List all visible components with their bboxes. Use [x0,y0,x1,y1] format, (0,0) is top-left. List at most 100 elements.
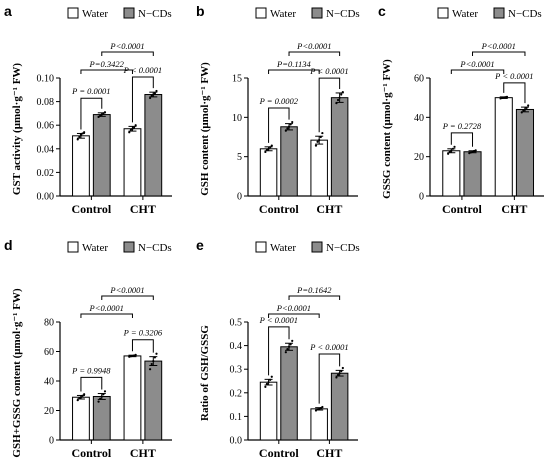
within-p-value: P = 0.2728 [442,121,482,131]
x-tick-label: CHT [316,202,342,216]
x-tick-label: CHT [130,446,156,460]
data-point [287,345,291,348]
data-point [525,106,528,109]
data-point [150,94,153,97]
within-bracket [318,77,341,133]
bar-N−CDs-Control [92,114,111,197]
data-point [448,150,451,153]
data-point [153,356,156,359]
data-point [76,138,79,141]
y-tick-label: 60 [414,74,424,85]
between-p-value: P=0.3422 [89,59,125,69]
within-bracket [503,82,526,104]
data-point [100,113,103,116]
data-point [132,126,136,129]
data-point [522,109,525,112]
data-point [523,108,527,111]
y-tick-label: 40 [414,113,424,124]
data-point [152,359,155,363]
legend-label-N−CDs: N−CDs [138,242,172,254]
y-tick-label: 0.5 [230,318,243,329]
data-point [321,131,324,135]
data-point [128,131,131,134]
panel-letter: d [4,237,13,253]
bar-Water-Control [259,381,278,441]
between-bracket [472,51,526,56]
bar-N−CDs-CHT [330,97,349,197]
bar-N−CDs-Control [280,126,298,197]
bar-Water-Control [72,396,90,441]
panel-d: d Water N−CDs 0 20 40 60 80 GSH+GSSG content (μm… [4,237,172,460]
within-p-value: P < 0.0001 [494,71,533,81]
between-bracket [288,295,341,300]
bar-N−CDs-Control [92,395,111,441]
data-point [148,368,152,371]
y-tick-label: 0.02 [37,168,55,179]
legend-swatch-Water [255,7,267,19]
legend-swatch-Water [67,7,79,19]
x-tick-label: Control [259,446,299,460]
data-point [78,135,81,139]
data-point [321,405,324,409]
data-point [81,132,84,135]
data-point [316,140,319,143]
y-tick-label: 0.2 [230,388,243,399]
data-point [153,92,156,95]
data-point [79,396,83,399]
data-point [284,129,287,132]
y-tick-label: 60 [44,347,54,358]
legend-label-N−CDs: N−CDs [326,8,360,20]
bar-Water-CHT [310,139,328,197]
data-point [520,111,523,114]
y-tick-label: 0.08 [37,97,55,108]
bar-N−CDs-CHT [144,94,163,197]
data-point [265,382,269,385]
y-tick-label: 0.0 [230,436,243,447]
data-point [83,393,86,396]
between-p-value: P<0.0001 [296,41,331,51]
y-tick-label: 0.04 [37,144,55,155]
data-point [150,362,153,366]
data-point [134,353,137,356]
panel-letter: e [196,237,204,253]
within-p-value: P = 0.0001 [71,86,110,96]
y-axis-label: Ratio of GSH/GSSG [199,325,211,421]
between-p-value: P<0.0001 [481,41,516,51]
y-tick-label: 20 [44,406,54,417]
within-bracket [268,107,290,143]
data-point [131,127,134,130]
data-point [291,339,294,342]
data-point [129,128,132,132]
data-point [289,343,292,346]
bar-N−CDs-CHT [144,360,163,441]
bar-Water-CHT [494,97,513,197]
within-bracket [80,376,103,392]
panel-letter: c [378,3,386,19]
data-point [270,375,273,378]
data-point [340,369,343,373]
legend-swatch-Water [67,241,79,253]
data-point [527,104,530,107]
data-point [284,351,287,354]
bar-N−CDs-CHT [330,372,349,441]
y-tick-label: 40 [44,377,54,388]
bar-Water-CHT [310,408,328,441]
data-point [319,135,322,139]
data-point [319,407,322,410]
bar-N−CDs-CHT [515,108,535,197]
data-point [97,400,100,403]
data-point [287,125,291,128]
within-p-value: P < 0.0001 [259,315,298,325]
legend-label-N−CDs: N−CDs [508,8,542,20]
legend-label-Water: Water [270,8,296,20]
legend-label-N−CDs: N−CDs [326,242,360,254]
panel-a: a Water N−CDs 0.00 0.02 0.04 0.06 0.08 0.10 GST a… [4,3,172,216]
data-point [152,93,155,96]
within-p-value: P < 0.0001 [123,65,162,75]
data-point [335,376,338,379]
between-bracket [268,69,320,74]
data-point [338,372,341,375]
data-point [103,390,107,393]
bar-Water-CHT [123,128,142,197]
